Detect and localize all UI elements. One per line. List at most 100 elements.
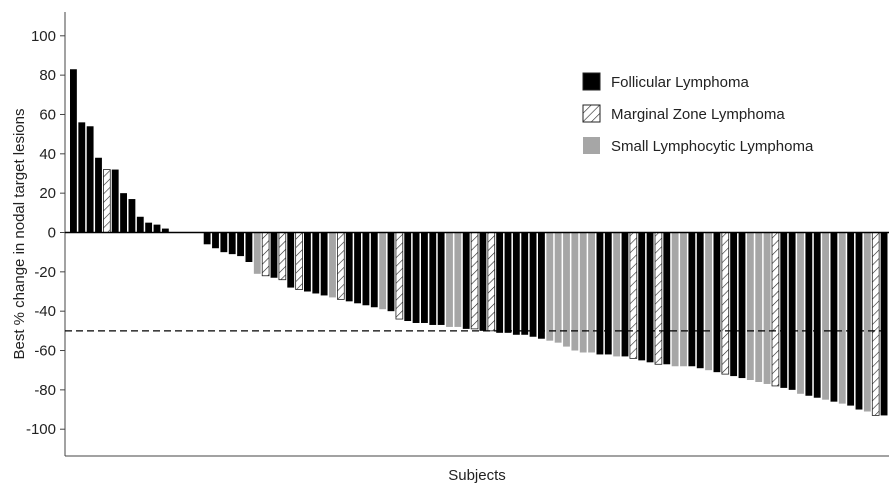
y-tick-label: -100 (26, 421, 56, 438)
y-axis-ticks: 100 80 60 40 20 0 -20 -40 -60 -80 -100 (26, 28, 65, 438)
bar-sll-82 (746, 232, 754, 381)
bar-fl-81 (738, 232, 746, 379)
bar-sll-63 (588, 232, 595, 353)
bar-mzl-24 (261, 232, 270, 277)
bar-sll-84 (763, 232, 771, 384)
bar-fl-86 (780, 232, 788, 388)
legend-swatch-small-lymphocytic (583, 137, 600, 154)
bar-fl-98 (880, 232, 888, 416)
bar-fl-75 (688, 232, 696, 367)
bar-fl-30 (312, 232, 320, 294)
bar-mzl-28 (295, 232, 303, 290)
bars-layer (70, 69, 888, 416)
bar-fl-72 (663, 232, 671, 365)
bar-fl-19 (220, 232, 228, 253)
bar-fl-69 (638, 232, 646, 361)
bar-fl-45 (437, 232, 445, 325)
bar-sll-96 (863, 232, 871, 412)
bar-fl-9 (136, 216, 144, 233)
bar-fl-54 (512, 232, 520, 335)
y-tick-label: 40 (39, 146, 56, 163)
bar-fl-43 (421, 232, 428, 323)
bar-sll-60 (563, 232, 570, 347)
bar-fl-67 (621, 232, 629, 357)
bar-fl-65 (604, 232, 612, 355)
bar-fl-29 (304, 232, 311, 292)
bar-sll-38 (379, 232, 387, 310)
bar-fl-52 (496, 232, 504, 333)
bar-fl-11 (153, 224, 161, 233)
bar-fl-90 (813, 232, 821, 398)
y-tick-label: -40 (34, 303, 56, 320)
bar-fl-48 (462, 232, 470, 329)
bar-fl-76 (696, 232, 704, 369)
bar-fl-22 (245, 232, 253, 262)
bar-fl-2 (78, 122, 86, 233)
bar-fl-53 (504, 232, 512, 333)
bar-fl-92 (830, 232, 838, 402)
bar-mzl-85 (771, 232, 780, 387)
bar-fl-78 (713, 232, 721, 373)
y-tick-label: 80 (39, 67, 56, 84)
bar-fl-6 (111, 169, 119, 233)
legend-swatch-marginal-zone (582, 104, 601, 123)
bar-fl-56 (529, 232, 537, 337)
bar-fl-7 (120, 193, 127, 233)
bar-fl-8 (128, 199, 136, 233)
bar-fl-39 (387, 232, 395, 312)
bar-fl-50 (479, 232, 487, 331)
legend-label-marginal-zone: Marginal Zone Lymphoma (611, 106, 785, 123)
legend-item-small-lymphocytic: Small Lymphocytic Lymphoma (583, 137, 814, 155)
bar-fl-1 (70, 69, 77, 233)
bar-mzl-33 (337, 232, 345, 300)
bar-sll-46 (446, 232, 453, 327)
bar-fl-94 (847, 232, 855, 406)
bar-sll-47 (454, 232, 462, 327)
bar-sll-58 (546, 232, 554, 341)
bar-sll-32 (329, 232, 336, 298)
bar-sll-74 (680, 232, 687, 367)
y-tick-label: -60 (34, 343, 56, 360)
bar-mzl-97 (871, 232, 880, 416)
y-tick-label: 20 (39, 185, 56, 202)
y-tick-label: -80 (34, 382, 56, 399)
y-tick-label: 100 (31, 28, 56, 45)
legend-item-follicular: Follicular Lymphoma (582, 72, 749, 91)
y-tick-label: -20 (34, 264, 56, 281)
bar-fl-4 (95, 157, 102, 233)
bar-fl-95 (855, 232, 863, 410)
bar-mzl-26 (278, 232, 287, 281)
bar-fl-3 (86, 126, 94, 233)
bar-fl-21 (237, 232, 244, 257)
bar-fl-41 (404, 232, 412, 322)
y-tick-label: 60 (39, 106, 56, 123)
bar-sll-59 (554, 232, 562, 343)
legend-item-marginal-zone: Marginal Zone Lymphoma (582, 104, 785, 123)
bar-fl-34 (345, 232, 353, 302)
y-tick-label: 0 (48, 225, 56, 242)
bar-mzl-5 (103, 169, 111, 233)
bar-fl-64 (596, 232, 604, 355)
bar-mzl-79 (721, 232, 730, 375)
bar-sll-83 (755, 232, 763, 382)
bar-fl-37 (370, 232, 378, 308)
bar-mzl-40 (395, 232, 404, 320)
bar-mzl-49 (470, 232, 479, 330)
bar-fl-87 (788, 232, 796, 390)
bar-fl-36 (362, 232, 370, 306)
bar-sll-77 (705, 232, 712, 371)
bar-fl-12 (161, 228, 169, 233)
bar-fl-44 (429, 232, 437, 325)
bar-mzl-68 (629, 232, 638, 359)
bar-mzl-51 (487, 232, 496, 332)
bar-fl-25 (270, 232, 278, 278)
bar-sll-91 (822, 232, 829, 400)
bar-sll-93 (838, 232, 846, 404)
bar-fl-70 (646, 232, 654, 363)
x-axis-title: Subjects (448, 467, 506, 484)
bar-fl-89 (805, 232, 813, 396)
y-axis-title: Best % change in nodal target lesions (11, 109, 28, 360)
bar-sll-66 (613, 232, 621, 357)
legend-label-small-lymphocytic: Small Lymphocytic Lymphoma (611, 138, 814, 155)
